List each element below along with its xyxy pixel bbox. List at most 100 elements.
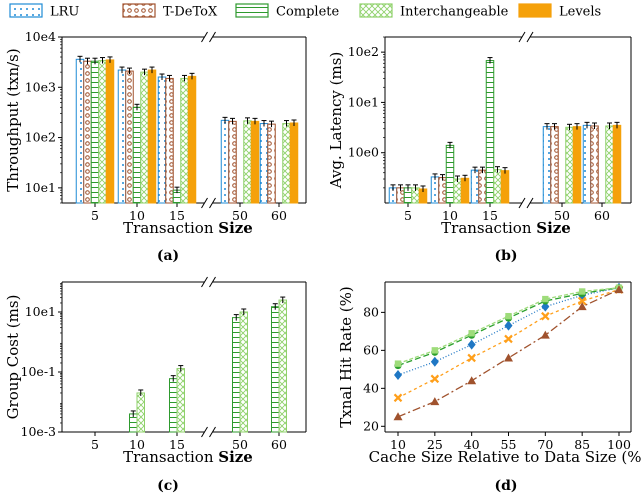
bar-interchangeable-15 — [180, 77, 189, 204]
bar-interchangeable-50 — [239, 311, 248, 433]
bar-complete-15 — [169, 378, 178, 433]
x-tick-label: 5 — [404, 208, 412, 223]
x-tick-label: 85 — [574, 437, 590, 452]
bar-levels-5 — [105, 59, 115, 204]
y-tick-label: 10e2 — [25, 130, 56, 145]
x-axis-title-part: Size — [536, 219, 571, 237]
axis-break-mark — [201, 31, 208, 43]
marker-tdetox_line — [430, 374, 440, 384]
bar-tdetox-15 — [478, 169, 487, 204]
bar-complete-60 — [271, 306, 280, 433]
marker-interchangeable_line — [394, 360, 402, 367]
bar-levels-60 — [612, 124, 622, 204]
y-tick-label: 10e0 — [348, 145, 379, 160]
bar-lru-10 — [430, 176, 440, 204]
x-tick-label: 5 — [91, 208, 99, 223]
bar-tdetox-50 — [228, 120, 237, 204]
y-tick-label: 10e1 — [25, 180, 56, 195]
marker-tdetox_line — [504, 334, 513, 344]
bar-interchangeable-50 — [565, 126, 574, 204]
bar-complete-10 — [445, 144, 455, 204]
x-tick-label: 55 — [501, 437, 517, 452]
bar-lru-60 — [259, 123, 269, 204]
axis-break-mark — [518, 31, 526, 43]
marker-levels_line — [614, 285, 624, 294]
bar-levels-60 — [289, 122, 299, 204]
legend-label-interchangeable: Interchangeable — [400, 5, 509, 20]
bar-complete-50 — [232, 317, 241, 433]
y-tick-label: 20 — [363, 418, 379, 433]
axis-break-gap — [204, 276, 213, 288]
panel-a: 10e1 10e2 10e3 10e4 5 10 15 50 60 Throughput (txn… — [4, 29, 307, 264]
panel-d: 20 40 60 80 10 25 40 55 70 85 100 Txnal Hit Rate (%… — [337, 281, 641, 494]
axis-break-mark — [201, 276, 208, 288]
bar-lru-50 — [542, 126, 552, 204]
bar-levels-50 — [572, 126, 582, 204]
legend-swatch-interchangeable — [359, 3, 393, 18]
legend-swatch-levels — [518, 3, 552, 18]
axis-break-gap — [204, 426, 213, 438]
bar-lru-10 — [117, 69, 127, 204]
x-axis-title-part: Transaction — [123, 219, 218, 237]
x-tick-label: 100 — [607, 437, 631, 452]
panel-caption: (c) — [157, 478, 179, 494]
chart-panels: 10e1 10e2 10e3 10e4 5 10 15 50 60 Throughput (txn… — [4, 29, 641, 494]
y-tick-label: 10e3 — [25, 79, 56, 94]
x-tick-label: 40 — [464, 437, 480, 452]
marker-tdetox_line — [541, 311, 550, 321]
y-tick-label: 10e2 — [348, 44, 379, 59]
axis-break-mark — [526, 197, 534, 209]
bar-lru-5 — [75, 58, 85, 204]
axis-break-gap — [522, 31, 530, 43]
axis-break-mark — [526, 31, 534, 43]
bar-complete-10 — [132, 106, 142, 204]
panel-b: 10e0 10e1 10e2 5 10 15 50 60 Avg. Latency (ms) Tr… — [327, 31, 632, 264]
bar-tdetox-15 — [165, 77, 174, 204]
x-tick-label: 50 — [232, 437, 248, 452]
marker-levels_line — [577, 302, 587, 311]
marker-lru_line — [430, 356, 439, 367]
axis-break-mark — [201, 426, 208, 438]
x-tick-label: 15 — [482, 208, 498, 223]
x-tick-label: 70 — [537, 437, 553, 452]
y-tick-label: 40 — [363, 380, 379, 395]
x-tick-label: 60 — [271, 208, 287, 223]
bar-levels-50 — [250, 120, 260, 204]
marker-levels_line — [540, 330, 550, 339]
bar-interchangeable-10 — [140, 71, 149, 204]
bar-tdetox-10 — [125, 70, 134, 204]
bar-interchangeable-50 — [243, 120, 252, 204]
marker-interchangeable_line — [431, 347, 439, 354]
axis-break-mark — [209, 31, 216, 43]
x-axis-title: Transaction Size — [123, 219, 253, 237]
x-tick-label: 5 — [91, 437, 99, 452]
marker-lru_line — [394, 370, 402, 381]
y-tick-label: 10e-1 — [21, 364, 56, 379]
axis-break-mark — [209, 426, 216, 438]
bar-lru-50 — [220, 119, 230, 204]
bar-interchangeable-60 — [282, 123, 291, 204]
x-tick-label: 15 — [169, 208, 185, 223]
bar-tdetox-50 — [550, 126, 559, 204]
axis-break-gap — [522, 197, 530, 209]
axis-break-mark — [201, 197, 208, 209]
y-tick-label: 10e-3 — [21, 424, 57, 439]
x-tick-label: 10 — [129, 208, 145, 223]
bar-levels-15 — [187, 75, 197, 204]
marker-interchangeable_line — [505, 312, 512, 320]
x-tick-label: 25 — [427, 437, 443, 452]
marker-interchangeable_line — [542, 295, 549, 303]
bar-lru-60 — [582, 124, 592, 204]
marker-tdetox_line — [577, 296, 587, 306]
y-axis-title: Avg. Latency (ms) — [327, 52, 345, 190]
bar-interchangeable-15 — [176, 368, 185, 433]
x-tick-label: 10 — [442, 208, 458, 223]
marker-levels_line — [504, 353, 513, 362]
marker-lru_line — [541, 301, 550, 312]
bar-levels-10 — [460, 177, 470, 204]
bar-complete-15 — [485, 60, 495, 204]
axis-break-gap — [204, 197, 213, 209]
y-axis-title: Group Cost (ms) — [4, 295, 22, 420]
x-tick-label: 50 — [554, 208, 570, 223]
marker-levels_line — [430, 397, 440, 406]
